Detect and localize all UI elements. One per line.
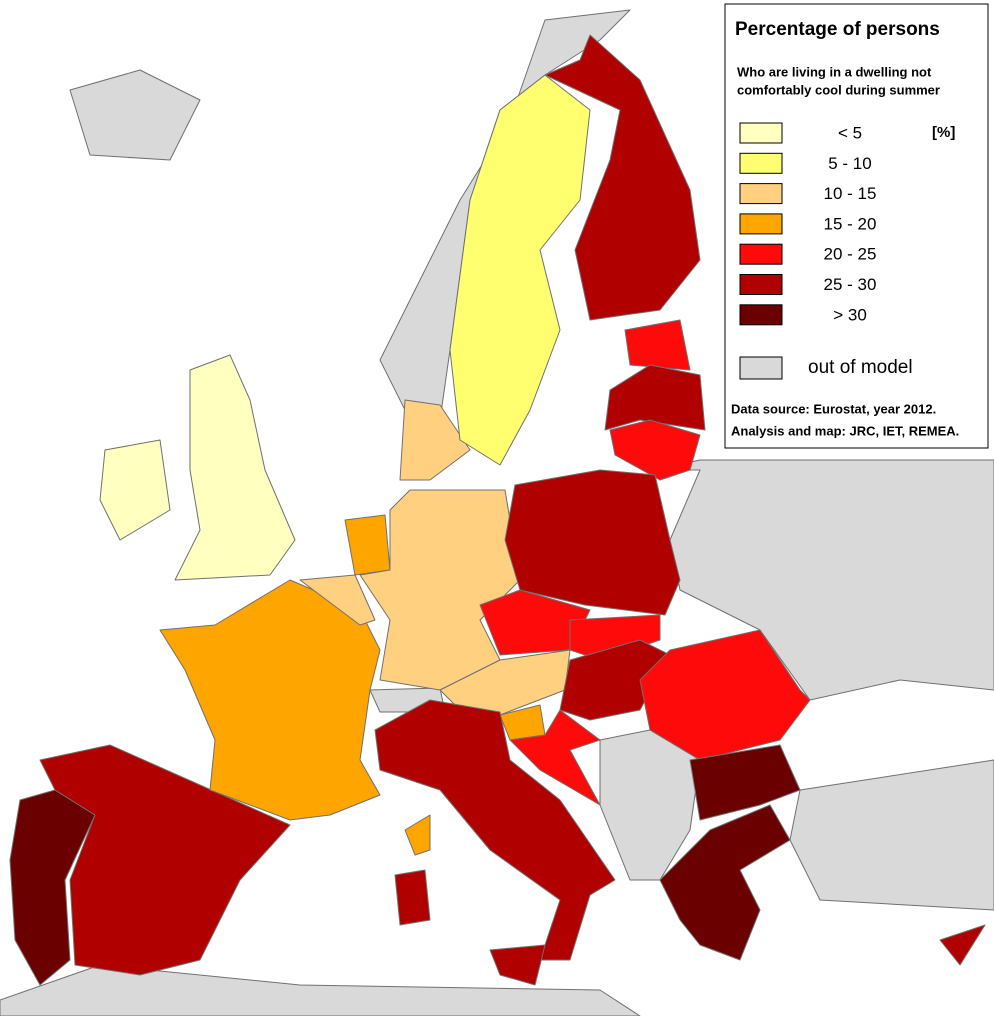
- legend-swatch: [739, 152, 783, 174]
- legend-items: < 5 5 - 10 10 - 15 15 - 20 20 - 25 25 - 30 > 3…: [739, 122, 877, 326]
- united-kingdom: [174, 354, 296, 581]
- turkey: [789, 759, 994, 911]
- cyprus: [939, 924, 986, 966]
- belgium: [299, 574, 376, 626]
- legend-label: out of model: [808, 357, 913, 378]
- legend-swatch: [739, 356, 783, 380]
- legend-swatch: [739, 274, 783, 295]
- greece: [659, 804, 791, 961]
- legend-label: 10 - 15: [824, 184, 877, 203]
- legend-subtitle: comfortably cool during summer: [737, 82, 940, 97]
- countries: [0, 9, 994, 1016]
- legend-label: 5 - 10: [828, 154, 871, 173]
- latvia: [604, 364, 706, 431]
- legend-note: Data source: Eurostat, year 2012.: [731, 401, 936, 416]
- croatia: [509, 709, 601, 806]
- legend-title: Percentage of persons: [735, 19, 940, 40]
- legend-swatch: [739, 304, 783, 326]
- ireland: [99, 439, 171, 541]
- legend-swatch: [739, 183, 783, 205]
- lithuania: [609, 419, 701, 481]
- denmark: [399, 399, 471, 481]
- legend-label: 25 - 30: [824, 275, 877, 294]
- legend-label: 15 - 20: [824, 214, 877, 233]
- italy: [374, 699, 616, 961]
- romania: [639, 629, 811, 761]
- spain: [39, 744, 291, 976]
- sweden: [449, 74, 591, 466]
- sardinia: [394, 869, 431, 926]
- legend-swatch: [739, 213, 783, 235]
- corsica: [404, 814, 431, 856]
- sicily: [489, 944, 546, 986]
- legend-note: Analysis and map: JRC, IET, REMEA.: [731, 423, 959, 438]
- legend-swatch: [739, 243, 783, 265]
- legend-label: > 30: [833, 305, 867, 324]
- legend-unit: [%]: [932, 124, 955, 141]
- legend-subtitle: Who are living in a dwelling not: [737, 64, 932, 79]
- finland: [544, 34, 701, 321]
- poland: [504, 469, 681, 616]
- iceland: [69, 69, 201, 161]
- legend-swatch: [739, 122, 783, 144]
- north-africa: [0, 964, 641, 1016]
- bulgaria: [689, 744, 801, 821]
- estonia: [624, 319, 691, 371]
- france: [159, 579, 381, 821]
- legend-label: < 5: [838, 123, 862, 142]
- legend-label: 20 - 25: [824, 245, 877, 264]
